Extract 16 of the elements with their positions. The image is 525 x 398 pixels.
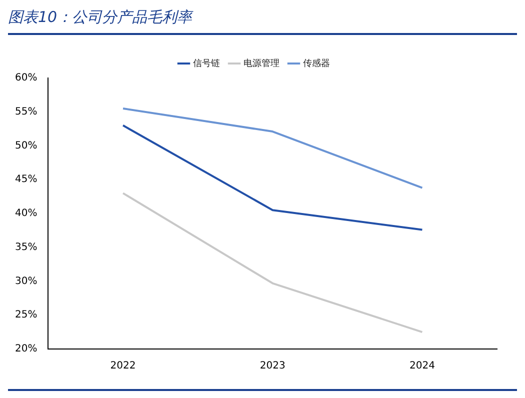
y-tick-label: 55% [14,106,38,118]
y-tick-label: 60% [14,72,38,84]
x-tick-label: 2022 [110,360,136,372]
chart-title: 图表10：公司分产品毛利率 [8,8,517,35]
legend-label: 信号链 [192,58,220,69]
y-tick-label: 35% [14,242,38,253]
y-tick-label: 40% [14,208,38,220]
y-tick-label: 20% [14,344,38,355]
y-tick-label: 30% [14,276,38,287]
legend-label: 电源管理 [243,58,280,69]
x-tick-label: 2024 [409,360,435,372]
y-tick-label: 50% [14,140,38,152]
y-tick-label: 45% [14,174,38,186]
legend-label: 传感器 [302,58,330,69]
y-tick-label: 25% [14,310,38,321]
x-tick-label: 2023 [260,360,286,372]
